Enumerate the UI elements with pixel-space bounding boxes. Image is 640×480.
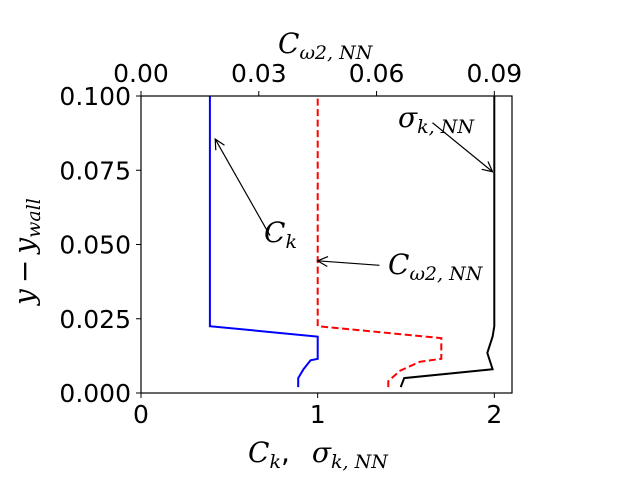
y-tick-label: 0.050 [59, 231, 131, 260]
annotation-arrow-2 [432, 122, 493, 172]
annotation-arrow-1 [318, 261, 380, 265]
x-top-tick-label: 0.09 [466, 59, 522, 88]
x-bottom-tick-label: 1 [310, 400, 326, 429]
series-layer [208, 96, 496, 388]
y-tick-label: 0.075 [59, 156, 131, 185]
x-bottom-tick-label: 0 [133, 400, 149, 429]
plot-frame [140, 95, 513, 394]
annotation-sigma-label: σk, NN [398, 101, 475, 138]
annotation-layer [215, 122, 493, 266]
y-tick-label: 0.025 [59, 305, 131, 334]
y-axis-label: y−ywall [8, 198, 45, 307]
series-line-0 [208, 96, 319, 388]
annotation-ck-label: Ck [264, 216, 297, 253]
tick-layer: 0 1 2 0.00 0.03 0.06 0.09 0.000 0.025 0.050 0.075 0… [59, 59, 522, 429]
x-top-tick-label: 0.00 [113, 59, 169, 88]
x-top-axis-label: Cω2, NN [278, 27, 374, 64]
y-tick-label: 0.100 [59, 82, 131, 111]
annotation-arrow-0 [215, 139, 271, 236]
annotation-comega-label: Cω2, NN [388, 248, 484, 285]
series-line-1 [316, 96, 443, 388]
x-top-tick-label: 0.06 [349, 59, 405, 88]
x-bottom-axis-label: Ck, σk, NN [248, 436, 389, 473]
y-tick-label: 0.000 [59, 379, 131, 408]
x-top-tick-label: 0.03 [231, 59, 287, 88]
x-bottom-tick-label: 2 [486, 400, 502, 429]
series-line-2 [399, 96, 496, 388]
